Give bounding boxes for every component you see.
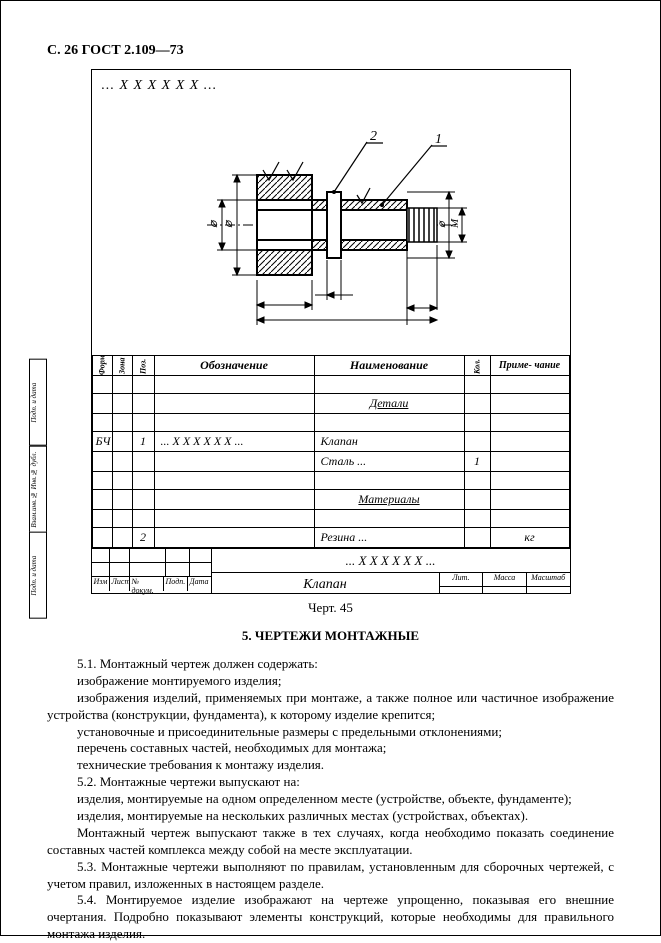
para: 5.1. Монтажный чертеж должен содержать: [47, 656, 614, 673]
label-massa: Масса [483, 573, 527, 586]
para: изделия, монтируемые на одном определенн… [47, 791, 614, 808]
section-label: Материалы [314, 490, 464, 510]
para: технические требования к монтажу изделия… [47, 757, 614, 774]
page: С. 26 ГОСТ 2.109—73 Подп. и дата Взам.ин… [0, 0, 661, 936]
spec-table: Формат Зона Поз. Обозначение Наименовани… [92, 355, 570, 548]
side-stamps: Подп. и дата Взам.инв.№ Инв.№ дубл. Подп… [29, 359, 47, 619]
side-stamp: Взам.инв.№ Инв.№ дубл. [29, 446, 47, 533]
col-zone: Зона [112, 356, 132, 376]
figure-caption: Черт. 45 [47, 600, 614, 616]
svg-text:⌀: ⌀ [206, 219, 220, 228]
para: изображение монтируемого изделия; [47, 673, 614, 690]
spec-header-row: Формат Зона Поз. Обозначение Наименовани… [92, 356, 569, 376]
para: изображения изделий, применяемых при мон… [47, 690, 614, 724]
table-row [92, 510, 569, 528]
title-left: Изм Лист № докум. Подп. Дата [92, 549, 212, 593]
table-row: БЧ 1 ... X X X X X X ... Клапан [92, 432, 569, 452]
designation-top: ... X X X X X X ... [102, 78, 218, 94]
label-data: Дата [188, 577, 211, 591]
table-row [92, 376, 569, 394]
table-row: 2 Резина ... кг [92, 528, 569, 548]
label-lit: Лит. [440, 573, 484, 586]
title-meta: Лит. Масса Масштаб [440, 573, 570, 593]
table-row [92, 414, 569, 432]
side-stamp: Подп. и дата [29, 532, 47, 619]
tech-drawing-icon: 1 2 [187, 110, 477, 340]
para: изделия, монтируемые на нескольких разли… [47, 808, 614, 825]
col-pos: Поз. [132, 356, 154, 376]
svg-text:1: 1 [435, 132, 442, 147]
title-designation: ... X X X X X X ... [212, 549, 570, 573]
label-izm: Изм [92, 577, 110, 591]
table-row: Детали [92, 394, 569, 414]
col-qty: Кол. [464, 356, 490, 376]
title-block: Изм Лист № докум. Подп. Дата ... X X X X… [92, 548, 570, 593]
page-header: С. 26 ГОСТ 2.109—73 [47, 43, 614, 59]
para: перечень составных частей, необходимых д… [47, 740, 614, 757]
label-masht: Масштаб [527, 573, 570, 586]
title-right: ... X X X X X X ... Клапан Лит. Масса Ма… [212, 549, 570, 593]
col-format: Формат [92, 356, 112, 376]
col-designation: Обозначение [154, 356, 314, 376]
table-row: Материалы [92, 490, 569, 510]
col-name: Наименование [314, 356, 464, 376]
col-note: Приме- чание [490, 356, 569, 376]
frame-wrap: Подп. и дата Взам.инв.№ Инв.№ дубл. Подп… [47, 69, 614, 594]
label-ndoc: № докум. [130, 577, 164, 591]
para: 5.3. Монтажные чертежи выполняют по прав… [47, 859, 614, 893]
svg-text:⌀: ⌀ [436, 220, 448, 228]
side-stamp: Подп. и дата [29, 359, 47, 446]
svg-text:M: M [449, 218, 461, 229]
section-label: Детали [314, 394, 464, 414]
para: Монтажный чертеж выпускают также в тех с… [47, 825, 614, 859]
title-name: Клапан [212, 573, 440, 593]
body-text: 5.1. Монтажный чертеж должен содержать: … [47, 656, 614, 943]
para: 5.4. Монтируемое изделие изображают на ч… [47, 892, 614, 943]
drawing-frame: ... X X X X X X ... [91, 69, 571, 594]
drawing-area: ... X X X X X X ... [92, 70, 570, 355]
label-podp: Подп. [164, 577, 188, 591]
svg-text:2: 2 [370, 129, 377, 144]
table-row [92, 472, 569, 490]
svg-text:⌀: ⌀ [221, 219, 235, 228]
label-list: Лист [110, 577, 130, 591]
table-row: Сталь ... 1 [92, 452, 569, 472]
section-title: 5. ЧЕРТЕЖИ МОНТАЖНЫЕ [47, 628, 614, 644]
para: 5.2. Монтажные чертежи выпускают на: [47, 774, 614, 791]
para: установочные и присоединительные размеры… [47, 724, 614, 741]
